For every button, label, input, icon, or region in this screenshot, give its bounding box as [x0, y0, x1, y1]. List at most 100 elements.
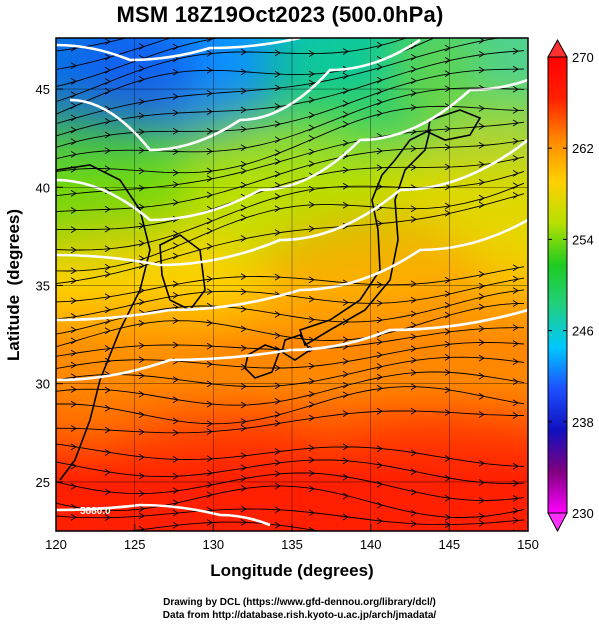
flow-arrow	[478, 282, 485, 290]
flow-arrow	[376, 384, 383, 392]
flow-arrow	[206, 243, 213, 250]
colorbar-tick-label: 246	[572, 324, 594, 339]
flow-arrow	[444, 85, 451, 93]
flow-arrow	[308, 414, 315, 422]
flow-arrow	[206, 469, 213, 477]
flow-arrow	[376, 445, 383, 453]
flow-arrow	[376, 373, 383, 381]
flow-arrow	[512, 264, 519, 272]
flow-arrow	[274, 229, 281, 236]
flow-arrow	[512, 182, 519, 190]
flow-arrow	[444, 202, 451, 210]
coastline	[427, 109, 482, 141]
flow-arrow	[274, 311, 281, 318]
flow-arrow	[478, 161, 485, 168]
streamline	[56, 38, 172, 70]
flow-arrow	[206, 481, 213, 489]
flow-arrow	[70, 207, 77, 214]
flow-arrow	[70, 102, 77, 109]
flow-arrow	[376, 164, 383, 172]
flow-arrow	[342, 410, 349, 417]
flow-arrow	[410, 449, 417, 457]
flow-arrow	[308, 469, 315, 477]
flow-arrow	[104, 488, 111, 496]
flow-arrow	[70, 226, 77, 233]
flow-arrow	[104, 205, 111, 213]
flow-arrow	[172, 417, 179, 425]
streamline	[56, 508, 525, 526]
flow-arrow	[70, 297, 77, 305]
flow-arrow	[444, 494, 451, 502]
streamline	[56, 485, 525, 518]
flow-arrow	[478, 460, 485, 467]
flow-arrow	[479, 5, 484, 11]
colorbar-tick-label: 254	[572, 232, 594, 247]
flow-arrow	[274, 193, 281, 200]
flow-arrow	[172, 317, 179, 324]
flow-arrow	[104, 345, 111, 352]
streamline	[56, 182, 525, 272]
flow-arrow	[104, 327, 111, 335]
y-tick-label: 25	[36, 475, 50, 490]
coastline	[298, 128, 432, 347]
flow-arrow	[274, 120, 281, 128]
flow-arrow	[206, 50, 213, 57]
flow-arrow	[342, 381, 349, 389]
flow-arrow	[376, 220, 383, 227]
y-tick-label: 35	[36, 278, 50, 293]
flow-arrow	[206, 319, 213, 327]
flow-arrow	[444, 455, 451, 462]
flow-arrow	[444, 513, 451, 521]
flow-arrow	[478, 303, 485, 311]
height-contour	[56, 38, 301, 62]
flow-arrow	[342, 391, 349, 399]
flow-arrow	[274, 482, 281, 490]
flow-arrow	[445, 18, 450, 24]
flow-arrow	[512, 340, 519, 347]
flow-arrow	[104, 306, 111, 314]
flow-arrow	[206, 342, 213, 350]
flow-arrow	[512, 462, 519, 470]
flow-arrow	[376, 41, 383, 49]
x-tick-label: 135	[281, 537, 303, 552]
flow-arrow	[104, 263, 111, 271]
flow-arrow	[478, 66, 485, 74]
flow-arrow	[478, 512, 485, 520]
flow-arrow	[274, 448, 281, 455]
flow-arrow	[138, 490, 145, 497]
flow-arrow	[206, 90, 213, 97]
flow-arrow	[478, 519, 485, 527]
flow-arrow	[444, 44, 451, 52]
flow-arrow	[104, 225, 111, 233]
flow-arrow	[308, 362, 315, 370]
flow-arrow	[376, 299, 383, 307]
flow-arrow	[308, 390, 315, 398]
flow-arrow	[308, 70, 315, 78]
flow-arrow	[138, 320, 145, 327]
flow-arrow	[308, 377, 315, 385]
flow-arrow	[172, 487, 179, 495]
flow-arrow	[342, 48, 349, 55]
grid-lines	[56, 38, 528, 531]
flow-arrow	[512, 170, 519, 177]
flow-arrow	[240, 452, 247, 459]
flow-arrow	[410, 145, 417, 152]
streamline	[56, 266, 525, 303]
flow-arrow	[206, 191, 213, 199]
flow-arrow	[512, 192, 519, 199]
flow-arrow	[445, 28, 450, 34]
flow-arrow	[411, 539, 416, 545]
flow-arrow	[308, 401, 315, 408]
height-contour	[56, 138, 528, 267]
flow-arrow	[410, 205, 417, 213]
flow-arrow	[513, 0, 518, 1]
flow-arrow	[240, 273, 247, 280]
flow-arrow	[512, 38, 515, 39]
flow-arrow	[444, 340, 451, 348]
flow-arrow	[172, 509, 179, 517]
streamline	[56, 459, 525, 484]
flow-arrow	[478, 411, 485, 418]
streamline	[56, 50, 525, 139]
flow-arrow	[274, 506, 281, 514]
y-tick-label: 30	[36, 377, 50, 392]
